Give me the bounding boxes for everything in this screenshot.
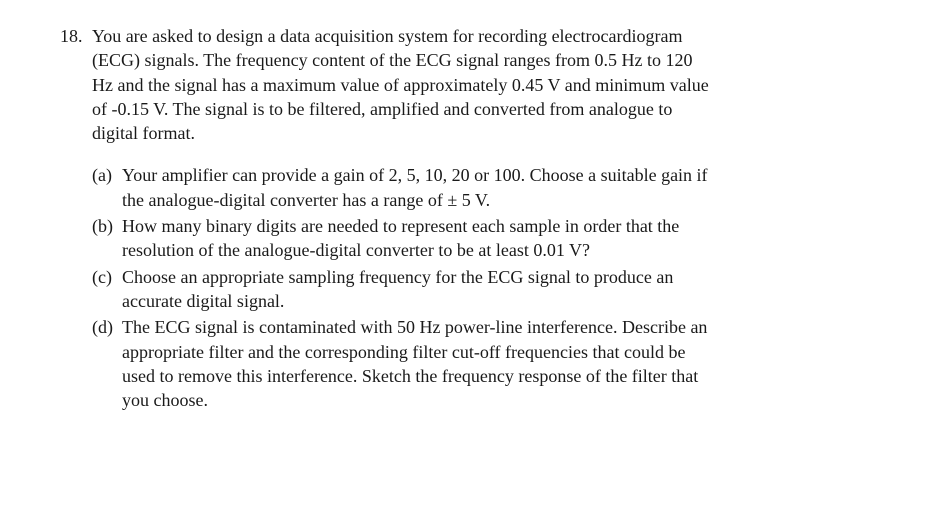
part-label: (a)	[92, 163, 122, 187]
stem-line: of -0.15 V. The signal is to be filtered…	[92, 97, 868, 121]
question-number: 18.	[60, 24, 92, 48]
part-a: (a) Your amplifier can provide a gain of…	[92, 163, 868, 212]
part-line: resolution of the analogue-digital conve…	[122, 238, 679, 262]
part-line: appropriate filter and the corresponding…	[122, 340, 707, 364]
part-line: you choose.	[122, 388, 707, 412]
part-line: used to remove this interference. Sketch…	[122, 364, 707, 388]
part-line: Your amplifier can provide a gain of 2, …	[122, 163, 708, 187]
part-text: Choose an appropriate sampling frequency…	[122, 265, 673, 314]
stem-line: (ECG) signals. The frequency content of …	[92, 48, 868, 72]
part-b: (b) How many binary digits are needed to…	[92, 214, 868, 263]
part-line: the analogue-digital converter has a ran…	[122, 188, 708, 212]
stem-line: You are asked to design a data acquisiti…	[92, 24, 868, 48]
part-line: The ECG signal is contaminated with 50 H…	[122, 315, 707, 339]
part-label: (b)	[92, 214, 122, 238]
part-label: (d)	[92, 315, 122, 339]
stem-line: Hz and the signal has a maximum value of…	[92, 73, 868, 97]
question-block: 18. You are asked to design a data acqui…	[60, 24, 868, 414]
part-text: Your amplifier can provide a gain of 2, …	[122, 163, 708, 212]
question-stem: You are asked to design a data acquisiti…	[92, 24, 868, 145]
part-line: How many binary digits are needed to rep…	[122, 214, 679, 238]
part-d: (d) The ECG signal is contaminated with …	[92, 315, 868, 412]
part-line: accurate digital signal.	[122, 289, 673, 313]
part-text: The ECG signal is contaminated with 50 H…	[122, 315, 707, 412]
stem-line: digital format.	[92, 121, 868, 145]
part-label: (c)	[92, 265, 122, 289]
question-body: You are asked to design a data acquisiti…	[92, 24, 868, 414]
part-c: (c) Choose an appropriate sampling frequ…	[92, 265, 868, 314]
question-parts: (a) Your amplifier can provide a gain of…	[92, 163, 868, 412]
part-text: How many binary digits are needed to rep…	[122, 214, 679, 263]
document-page: 18. You are asked to design a data acqui…	[0, 0, 928, 438]
part-line: Choose an appropriate sampling frequency…	[122, 265, 673, 289]
